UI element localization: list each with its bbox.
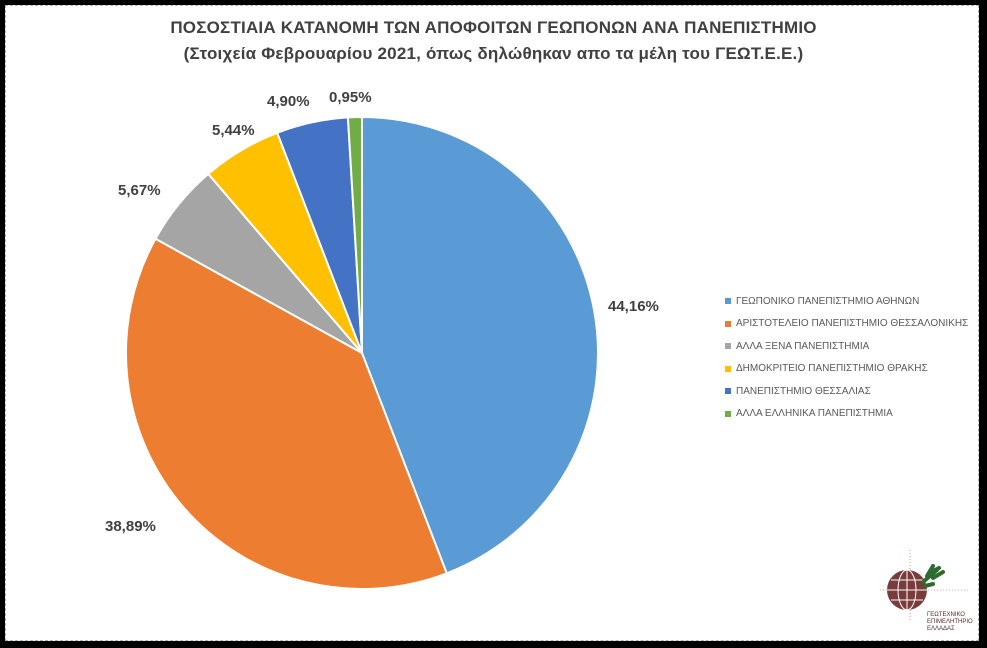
- data-label: 0,95%: [329, 89, 372, 106]
- legend-swatch-icon: [725, 320, 731, 327]
- legend-swatch-icon: [725, 298, 731, 305]
- legend-item: ΔΗΜΟΚΡΙΤΕΙΟ ΠΑΝΕΠΙΣΤΗΜΙΟ ΘΡΑΚΗΣ: [725, 358, 968, 381]
- geotee-logo: ΓΕΩΤΕΧΝΙΚΟ ΕΠΙΜΕΛΗΤΗΡΙΟ ΕΛΛΑΔΑΣ: [875, 550, 975, 640]
- legend-item: ΑΡΙΣΤΟΤΕΛΕΙΟ ΠΑΝΕΠΙΣΤΗΜΙΟ ΘΕΣΣΑΛΟΝΙΚΗΣ: [725, 313, 968, 336]
- legend-swatch-icon: [725, 365, 731, 372]
- legend-swatch-icon: [725, 388, 731, 395]
- legend-label: ΑΡΙΣΤΟΤΕΛΕΙΟ ΠΑΝΕΠΙΣΤΗΜΙΟ ΘΕΣΣΑΛΟΝΙΚΗΣ: [736, 318, 969, 330]
- pie-slice: [346, 115, 363, 354]
- legend-swatch-icon: [725, 410, 731, 417]
- legend-label: ΠΑΝΕΠΙΣΤΗΜΙΟ ΘΕΣΣΑΛΙΑΣ: [736, 385, 871, 397]
- legend-item: ΠΑΝΕΠΙΣΤΗΜΙΟ ΘΕΣΣΑΛΙΑΣ: [725, 380, 968, 403]
- legend: ΓΕΩΠΟΝΙΚΟ ΠΑΝΕΠΙΣΤΗΜΙΟ ΑΘΗΝΩΝ ΑΡΙΣΤΟΤΕΛΕΙ…: [725, 290, 968, 425]
- pie-slice: [125, 237, 449, 590]
- legend-label: ΓΕΩΠΟΝΙΚΟ ΠΑΝΕΠΙΣΤΗΜΙΟ ΑΘΗΝΩΝ: [736, 295, 920, 307]
- logo-text-line1: ΓΕΩΤΕΧΝΙΚΟ: [927, 612, 965, 618]
- data-label: 5,67%: [118, 182, 161, 199]
- legend-label: ΔΗΜΟΚΡΙΤΕΙΟ ΠΑΝΕΠΙΣΤΗΜΙΟ ΘΡΑΚΗΣ: [736, 363, 928, 375]
- chart-subtitle: (Στοιχεία Φεβρουαρίου 2021, όπως δηλώθηκ…: [183, 44, 804, 63]
- data-label: 38,89%: [105, 518, 156, 535]
- legend-label: ΑΛΛΑ ΞΕΝΑ ΠΑΝΕΠΙΣΤΗΜΙΑ: [736, 340, 870, 352]
- data-label: 5,44%: [212, 122, 255, 139]
- globe-leaf-icon: [880, 550, 970, 620]
- pie-slice: [361, 115, 599, 575]
- chart-title: ΠΟΣΟΣΤΙΑΙΑ ΚΑΤΑΝΟΜΗ ΤΩΝ ΑΠΟΦΟΙΤΩΝ ΓΕΩΠΟΝ…: [170, 18, 817, 37]
- legend-label: ΑΛΛΑ ΕΛΛΗΝΙΚΑ ΠΑΝΕΠΙΣΤΗΜΙΑ: [736, 408, 893, 420]
- logo-text-line3: ΕΛΛΑΔΑΣ: [927, 626, 955, 632]
- legend-item: ΓΕΩΠΟΝΙΚΟ ΠΑΝΕΠΙΣΤΗΜΙΟ ΑΘΗΝΩΝ: [725, 290, 968, 313]
- legend-swatch-icon: [725, 343, 731, 350]
- legend-item: ΑΛΛΑ ΞΕΝΑ ΠΑΝΕΠΙΣΤΗΜΙΑ: [725, 335, 968, 358]
- data-label: 4,90%: [267, 93, 310, 110]
- data-label: 44,16%: [608, 298, 659, 315]
- logo-text-line2: ΕΠΙΜΕΛΗΤΗΡΙΟ: [927, 619, 973, 625]
- legend-item: ΑΛΛΑ ΕΛΛΗΝΙΚΑ ΠΑΝΕΠΙΣΤΗΜΙΑ: [725, 403, 968, 426]
